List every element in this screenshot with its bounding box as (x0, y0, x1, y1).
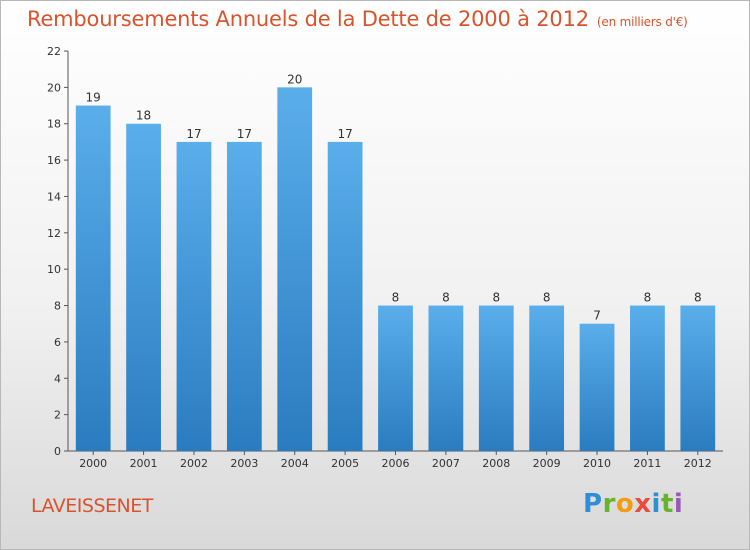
data-label: 8 (694, 291, 702, 305)
logo-letter: i (673, 489, 684, 519)
x-tick-label: 2005 (331, 457, 359, 470)
data-label: 7 (593, 309, 601, 323)
data-label: 8 (644, 291, 652, 305)
proxiti-logo: Proxiti (583, 489, 683, 519)
y-tick-label: 20 (47, 81, 61, 94)
bar-2010 (579, 323, 615, 451)
y-tick-label: 0 (54, 445, 61, 458)
data-label: 8 (442, 291, 450, 305)
bars-group (75, 87, 716, 452)
data-label: 8 (543, 291, 551, 305)
x-tick-label: 2002 (180, 457, 208, 470)
x-tick-label: 2007 (432, 457, 460, 470)
data-labels-group: 19 18 17 17 20 17 8 8 8 8 7 8 8 (86, 72, 702, 322)
logo-letter: P (583, 489, 603, 519)
y-tick-label: 12 (47, 227, 61, 240)
y-tick-label: 10 (47, 263, 61, 276)
bar-2012 (680, 305, 716, 451)
data-label: 17 (237, 127, 252, 141)
x-tick-label: 2000 (79, 457, 107, 470)
data-label: 20 (287, 72, 302, 86)
x-tick-label: 2003 (230, 457, 258, 470)
y-axis: 0 2 4 6 8 10 12 14 16 18 20 22 (47, 45, 69, 458)
y-tick-label: 6 (54, 336, 61, 349)
y-tick-label: 14 (47, 190, 61, 203)
x-tick-label: 2012 (684, 457, 712, 470)
x-tick-label: 2006 (382, 457, 410, 470)
data-label: 8 (392, 291, 400, 305)
x-axis: 2000 2001 2002 2003 2004 2005 2006 2007 2008 2009… (68, 450, 723, 470)
logo-letter: t (660, 489, 674, 519)
y-tick-label: 18 (47, 118, 61, 131)
bar-2009 (529, 305, 565, 451)
data-label: 17 (337, 127, 352, 141)
bar-2005 (327, 141, 363, 451)
commune-name: LAVEISSENET (31, 495, 153, 517)
bar-2007 (428, 305, 464, 451)
title-text: Remboursements Annuels de la Dette de 20… (27, 7, 589, 31)
x-tick-label: 2010 (583, 457, 611, 470)
logo-letter: i (651, 489, 661, 519)
data-label: 18 (136, 109, 151, 123)
y-tick-label: 8 (54, 300, 61, 313)
x-tick-label: 2009 (533, 457, 561, 470)
bar-2006 (378, 305, 413, 451)
x-tick-label: 2008 (482, 457, 510, 470)
data-label: 19 (86, 91, 101, 105)
unit-label: (en milliers d'€) (596, 15, 688, 29)
bar-2008 (478, 305, 514, 451)
bar-2003 (226, 141, 262, 451)
bar-2011 (630, 305, 665, 451)
y-tick-label: 2 (54, 409, 61, 422)
y-tick-label: 22 (47, 45, 61, 58)
x-tick-label: 2001 (130, 457, 158, 470)
data-label: 8 (492, 291, 500, 305)
y-tick-label: 4 (54, 372, 61, 385)
x-tick-label: 2004 (281, 457, 309, 470)
data-label: 17 (186, 127, 201, 141)
logo-letter: x (634, 489, 652, 519)
y-tick-label: 16 (47, 154, 61, 167)
x-tick-label: 2011 (633, 457, 661, 470)
logo-letter: r (602, 489, 616, 519)
bar-2002 (176, 141, 212, 451)
bar-2004 (277, 87, 313, 451)
chart-title: Remboursements Annuels de la Dette de 20… (27, 7, 688, 31)
bar-2001 (126, 123, 161, 452)
logo-letter: o (615, 489, 635, 519)
bar-2000 (75, 105, 111, 451)
